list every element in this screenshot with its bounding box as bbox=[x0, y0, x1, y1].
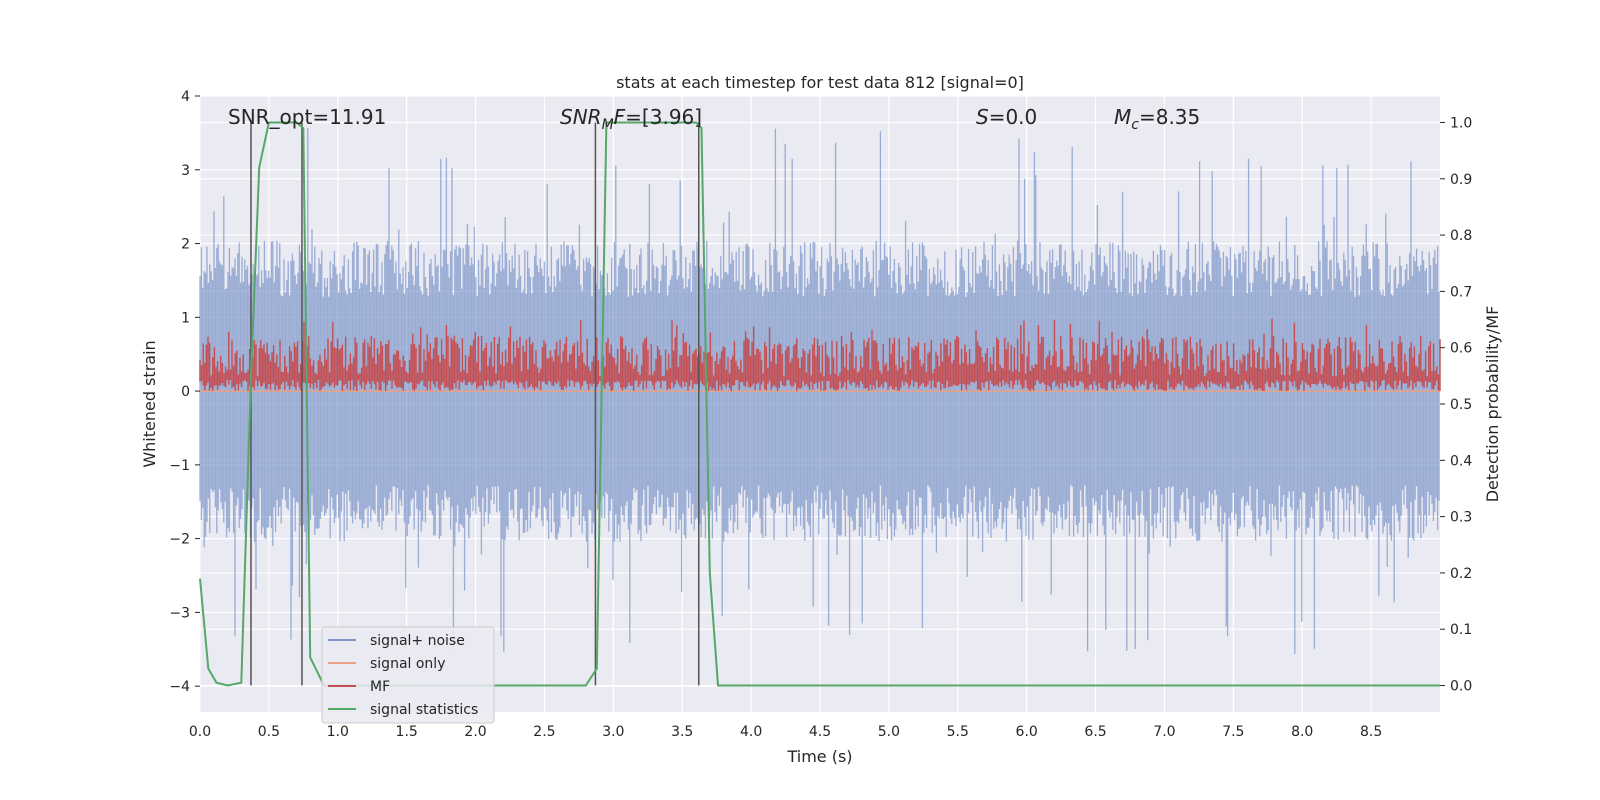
annotation-mc-sub: c bbox=[1131, 117, 1139, 133]
y-tick-label-right: 0.7 bbox=[1450, 284, 1472, 300]
legend-label-signal-statistics: signal statistics bbox=[370, 702, 478, 718]
x-tick-label: 8.5 bbox=[1360, 724, 1382, 740]
y-tick-label-right: 0.5 bbox=[1450, 397, 1472, 413]
annotation-snr-mf-sub: M bbox=[602, 117, 614, 133]
y-tick-label-left: 1 bbox=[181, 310, 190, 326]
x-tick-label: 3.5 bbox=[671, 724, 693, 740]
y-tick-label-left: 3 bbox=[181, 163, 190, 179]
annotation-s-value: =0.0 bbox=[989, 105, 1038, 129]
legend: signal+ noise signal only MF signal stat… bbox=[321, 626, 495, 724]
series-mf bbox=[199, 318, 1441, 392]
y-tick-label-left: 0 bbox=[181, 384, 190, 400]
x-tick-label: 1.5 bbox=[396, 724, 418, 740]
x-tick-label: 5.5 bbox=[947, 724, 969, 740]
annotation-snr-opt: SNR_opt=11.91 bbox=[228, 105, 386, 129]
x-tick-label: 6.0 bbox=[1016, 724, 1038, 740]
y-tick-label-left: 2 bbox=[181, 237, 190, 253]
annotation-snr-mf-value: =[3.96] bbox=[625, 105, 702, 129]
annotation-mc-value: =8.35 bbox=[1139, 105, 1200, 129]
y-tick-label-right: 0.3 bbox=[1450, 510, 1472, 526]
y-axis-title-left: Whitened strain bbox=[140, 340, 159, 467]
x-axis-title: Time (s) bbox=[786, 747, 852, 766]
y-tick-label-right: 0.2 bbox=[1450, 566, 1472, 582]
y-tick-label-right: 1.0 bbox=[1450, 115, 1472, 131]
y-tick-label-right: 0.4 bbox=[1450, 453, 1472, 469]
x-tick-label: 4.5 bbox=[809, 724, 831, 740]
y-tick-label-left: −4 bbox=[169, 679, 190, 695]
x-tick-label: 3.0 bbox=[602, 724, 624, 740]
chart-title: stats at each timestep for test data 812… bbox=[616, 73, 1024, 92]
annotation-s-label: S bbox=[976, 105, 989, 129]
x-tick-label: 2.0 bbox=[464, 724, 486, 740]
series-signal-statistics bbox=[199, 121, 1440, 687]
x-tick-label: 0.5 bbox=[258, 724, 280, 740]
y-tick-label-left: 4 bbox=[181, 89, 190, 105]
y-tick-label-right: 0.9 bbox=[1450, 172, 1472, 188]
y-tick-label-left: −3 bbox=[169, 605, 190, 621]
annotation-snr-mf-tail: F bbox=[614, 105, 626, 129]
y-tick-label-right: 0.0 bbox=[1450, 679, 1472, 695]
y-tick-label-left: −1 bbox=[169, 458, 190, 474]
annotation-mc: Mc=8.35 bbox=[1114, 105, 1200, 133]
legend-label-signal-noise: signal+ noise bbox=[370, 633, 465, 649]
y-tick-label-right: 0.6 bbox=[1450, 341, 1472, 357]
x-tick-label: 0.0 bbox=[189, 724, 211, 740]
annotation-mc-label: M bbox=[1114, 105, 1131, 129]
legend-label-mf: MF bbox=[370, 679, 390, 695]
series-layer bbox=[199, 121, 1441, 687]
x-tick-label: 8.0 bbox=[1291, 724, 1313, 740]
annotation-s: S=0.0 bbox=[976, 105, 1037, 129]
legend-label-signal-only: signal only bbox=[370, 656, 445, 672]
annotation-snr-mf: SNRMF=[3.96] bbox=[560, 105, 702, 133]
y-axis-title-right: Detection probability/MF bbox=[1483, 306, 1502, 503]
x-tick-label: 4.0 bbox=[740, 724, 762, 740]
x-tick-label: 6.5 bbox=[1084, 724, 1106, 740]
x-tick-label: 5.0 bbox=[878, 724, 900, 740]
y-tick-label-right: 0.8 bbox=[1450, 228, 1472, 244]
x-tick-label: 7.5 bbox=[1222, 724, 1244, 740]
axes-layer: 0.0 0.5 1.0 1.5 2.0 2.5 3.0 3.5 4.0 4.5 5.0 5.5 6.0 6… bbox=[169, 89, 1472, 740]
y-tick-label-right: 0.1 bbox=[1450, 622, 1472, 638]
legend-box bbox=[321, 626, 495, 724]
x-tick-label: 7.0 bbox=[1153, 724, 1175, 740]
x-tick-label: 1.0 bbox=[327, 724, 349, 740]
x-tick-label: 2.5 bbox=[533, 724, 555, 740]
y-tick-label-left: −2 bbox=[169, 532, 190, 548]
annotation-snr-mf-label: SNR bbox=[560, 105, 602, 129]
